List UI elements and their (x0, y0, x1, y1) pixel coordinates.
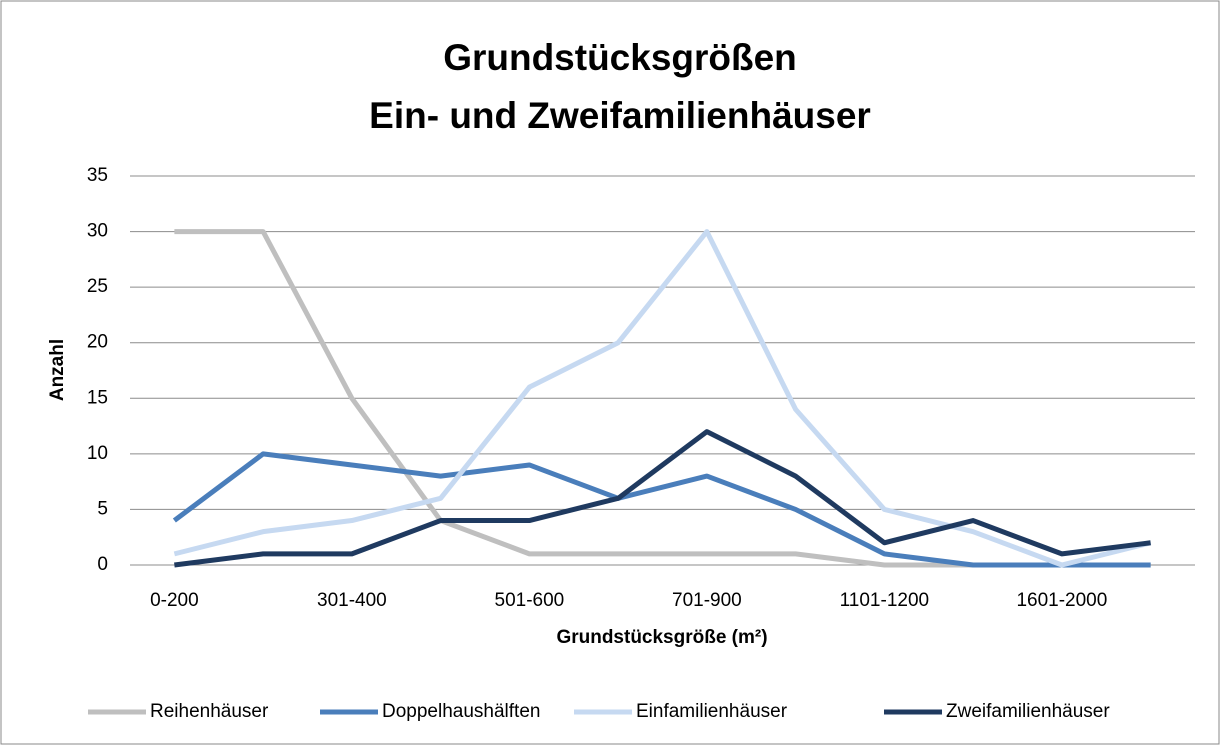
x-tick-label: 1601-2000 (1016, 590, 1107, 611)
y-tick-label: 35 (87, 165, 108, 186)
x-tick-label: 1101-1200 (840, 590, 929, 611)
y-tick-label: 20 (87, 332, 108, 353)
chart-subtitle: Ein- und Zweifamilienhäuser (369, 95, 871, 136)
legend-label: Zweifamilienhäuser (946, 701, 1110, 722)
series-line (172, 451, 1151, 568)
x-tick-label: 301-400 (317, 590, 387, 611)
y-tick-label: 15 (87, 387, 108, 408)
legend-label: Einfamilienhäuser (636, 701, 788, 722)
y-tick-label: 5 (97, 498, 108, 519)
y-tick-label: 25 (87, 276, 108, 297)
x-tick-label: 501-600 (495, 590, 565, 611)
legend-label: Reihenhäuser (150, 701, 269, 722)
series-line (174, 429, 1151, 568)
y-tick-label: 10 (87, 443, 108, 464)
y-tick-label: 30 (87, 221, 108, 242)
x-axis-label: Grundstücksgröße (m²) (556, 627, 767, 648)
y-tick-label: 0 (97, 554, 108, 575)
legend-label: Doppelhaushälften (382, 701, 540, 722)
y-axis-label: Anzahl (47, 339, 68, 401)
x-tick-label: 701-900 (672, 590, 742, 611)
x-tick-label: 0-200 (150, 590, 199, 611)
chart-title: Grundstücksgrößen (443, 37, 797, 78)
series-line (173, 229, 1152, 568)
